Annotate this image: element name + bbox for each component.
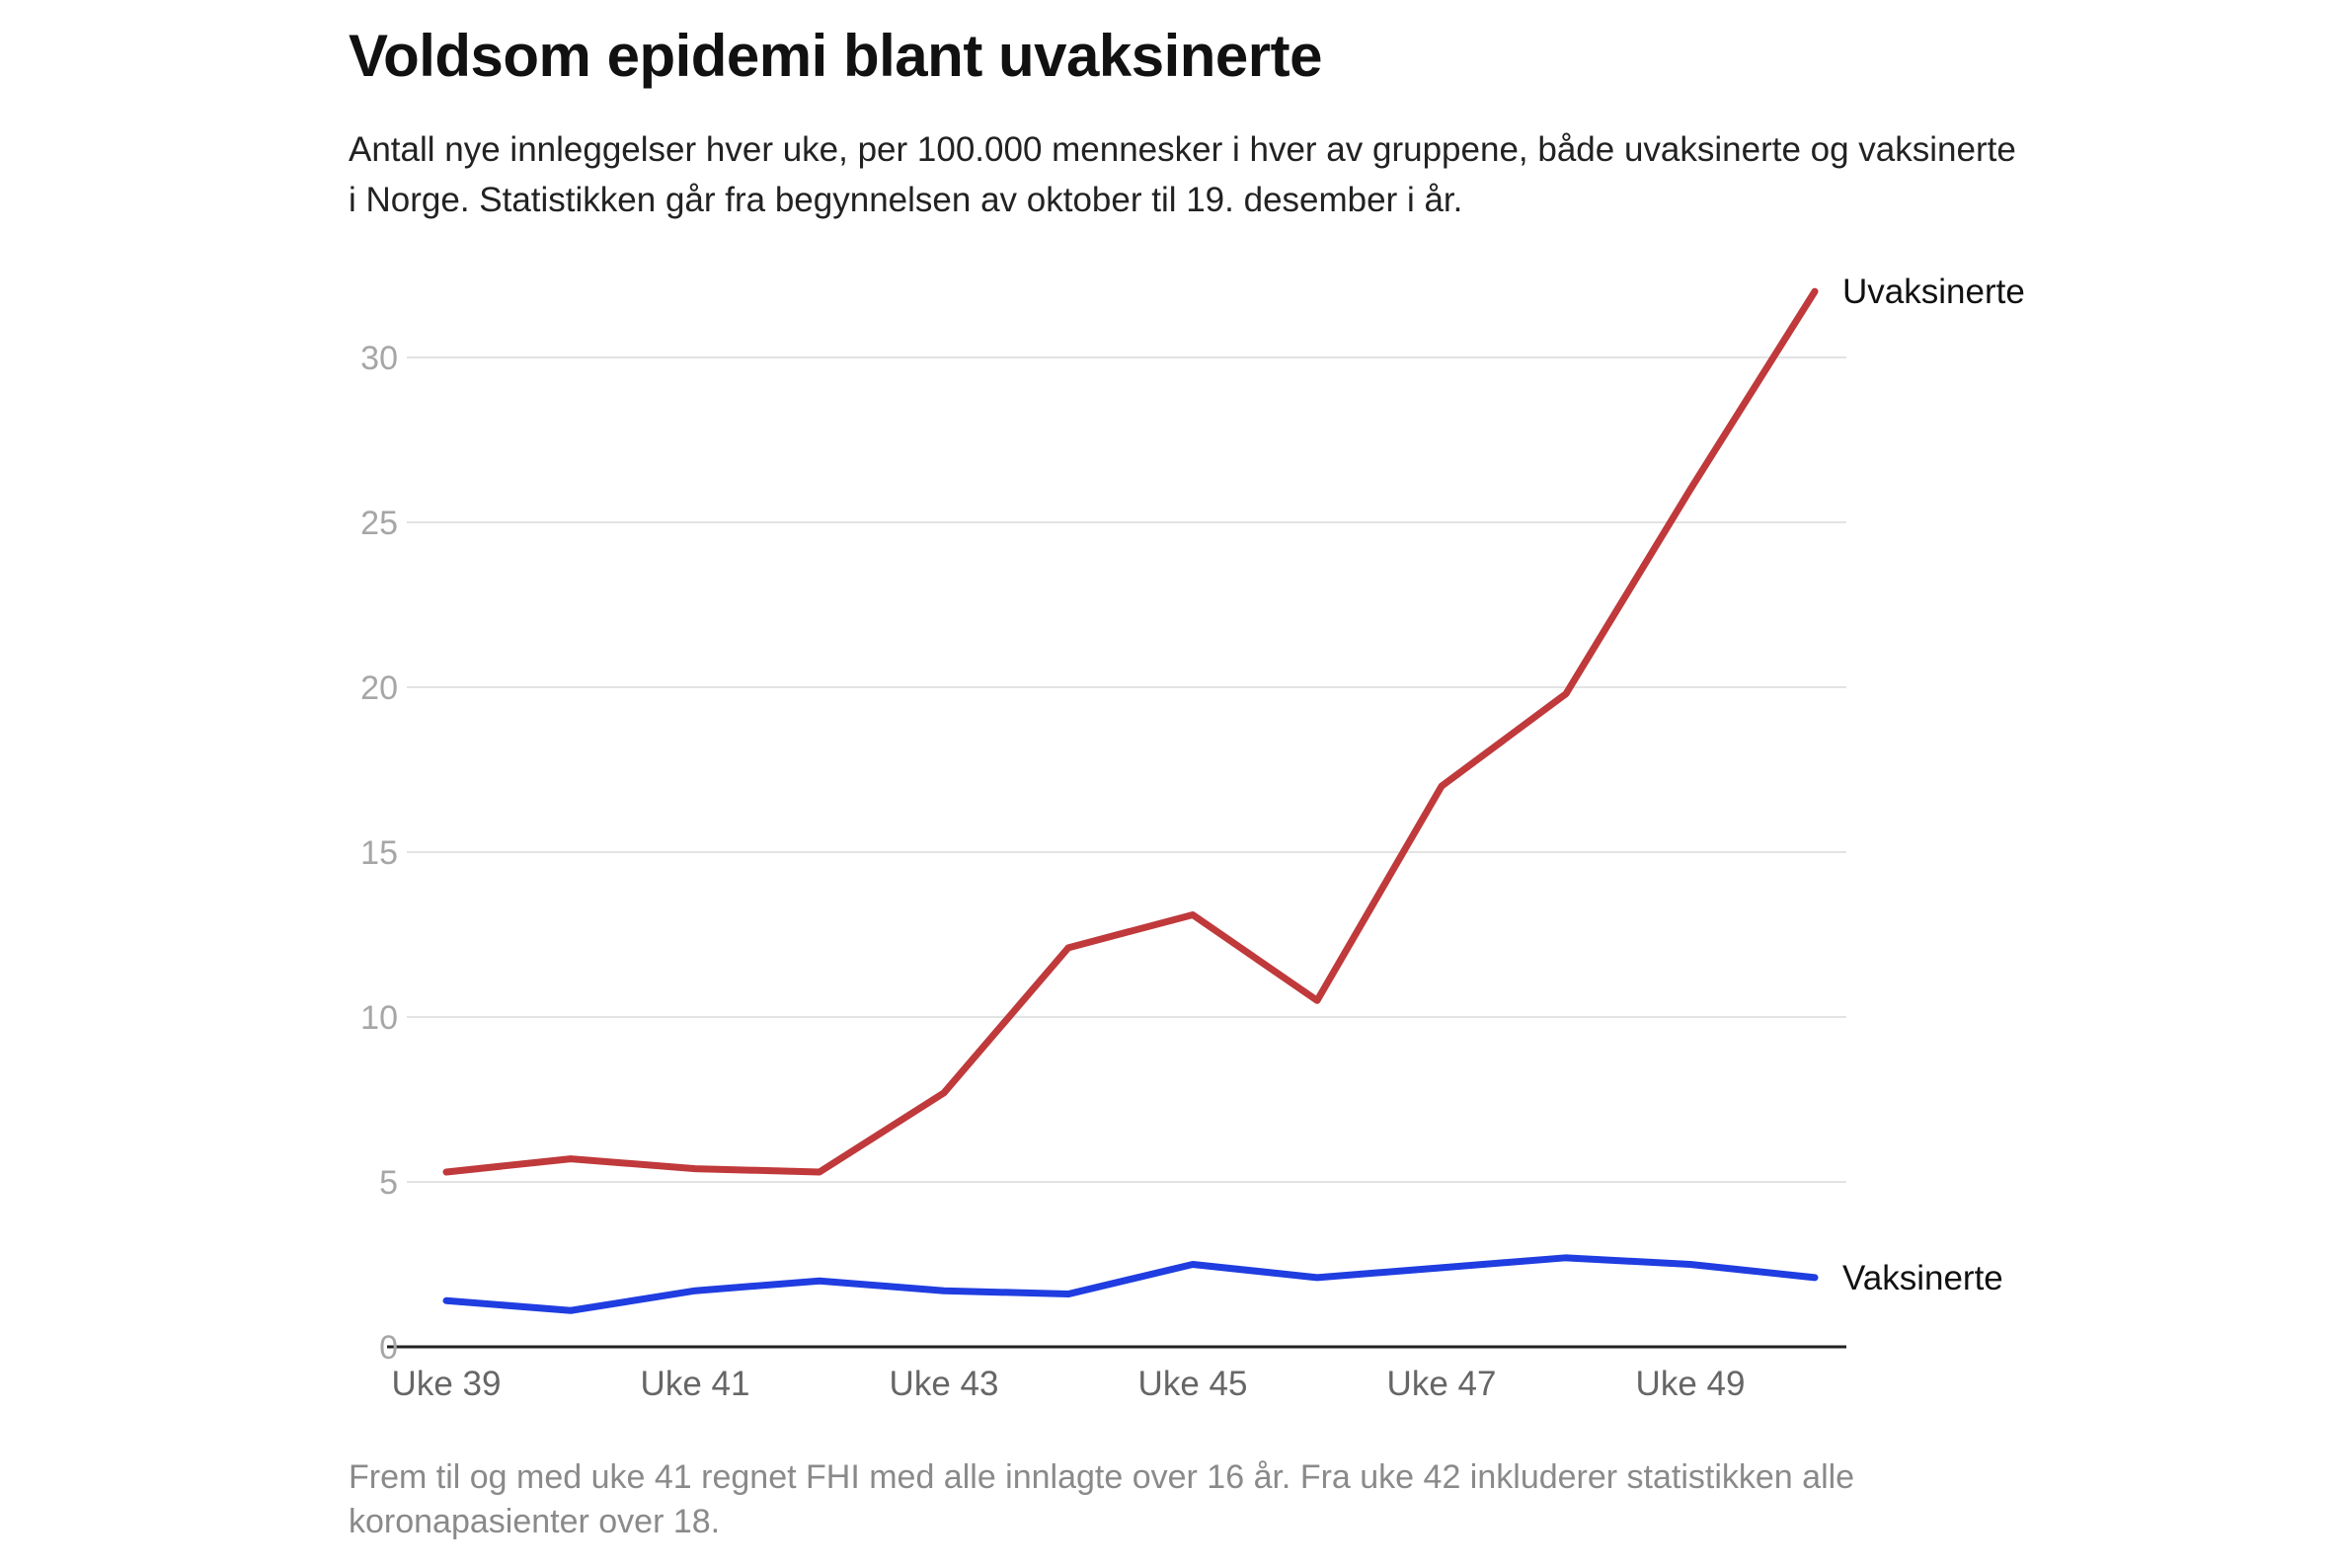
y-axis-ticks: 0 5 10 15 20 25 30 [360, 340, 398, 1367]
series-lines [442, 287, 1819, 1314]
y-tick-label-0: 0 [379, 1329, 398, 1367]
chart-title: Voldsom epidemi blant uvaksinerte [349, 23, 1322, 89]
y-tick-label-30: 30 [360, 340, 398, 377]
x-tick-label-49: Uke 49 [1636, 1365, 1746, 1403]
y-tick-label-20: 20 [360, 669, 398, 707]
series-line-uvaksinerte [442, 287, 1819, 1176]
x-tick-label-39: Uke 39 [392, 1365, 502, 1403]
chart-footnote: Frem til og med uke 41 regnet FHI med al… [349, 1458, 1855, 1540]
chart-subtitle: Antall nye innleggelser hver uke, per 10… [349, 130, 2016, 219]
y-tick-label-25: 25 [360, 505, 398, 542]
series-label-vaksinerte: Vaksinerte [1842, 1259, 2003, 1297]
x-tick-label-41: Uke 41 [641, 1365, 750, 1403]
x-axis-ticks: Uke 39 Uke 41 Uke 43 Uke 45 Uke 47 Uke 49 [392, 1365, 1746, 1403]
x-tick-label-47: Uke 47 [1387, 1365, 1497, 1403]
y-tick-label-10: 10 [360, 999, 398, 1037]
y-tick-label-5: 5 [379, 1164, 398, 1202]
x-tick-label-43: Uke 43 [890, 1365, 999, 1403]
y-tick-label-15: 15 [360, 834, 398, 872]
gridlines [387, 356, 1846, 1349]
series-line-vaksinerte [442, 1254, 1819, 1314]
series-labels: Uvaksinerte Vaksinerte [1842, 273, 2025, 1297]
series-label-uvaksinerte: Uvaksinerte [1842, 273, 2025, 311]
x-tick-label-45: Uke 45 [1138, 1365, 1248, 1403]
